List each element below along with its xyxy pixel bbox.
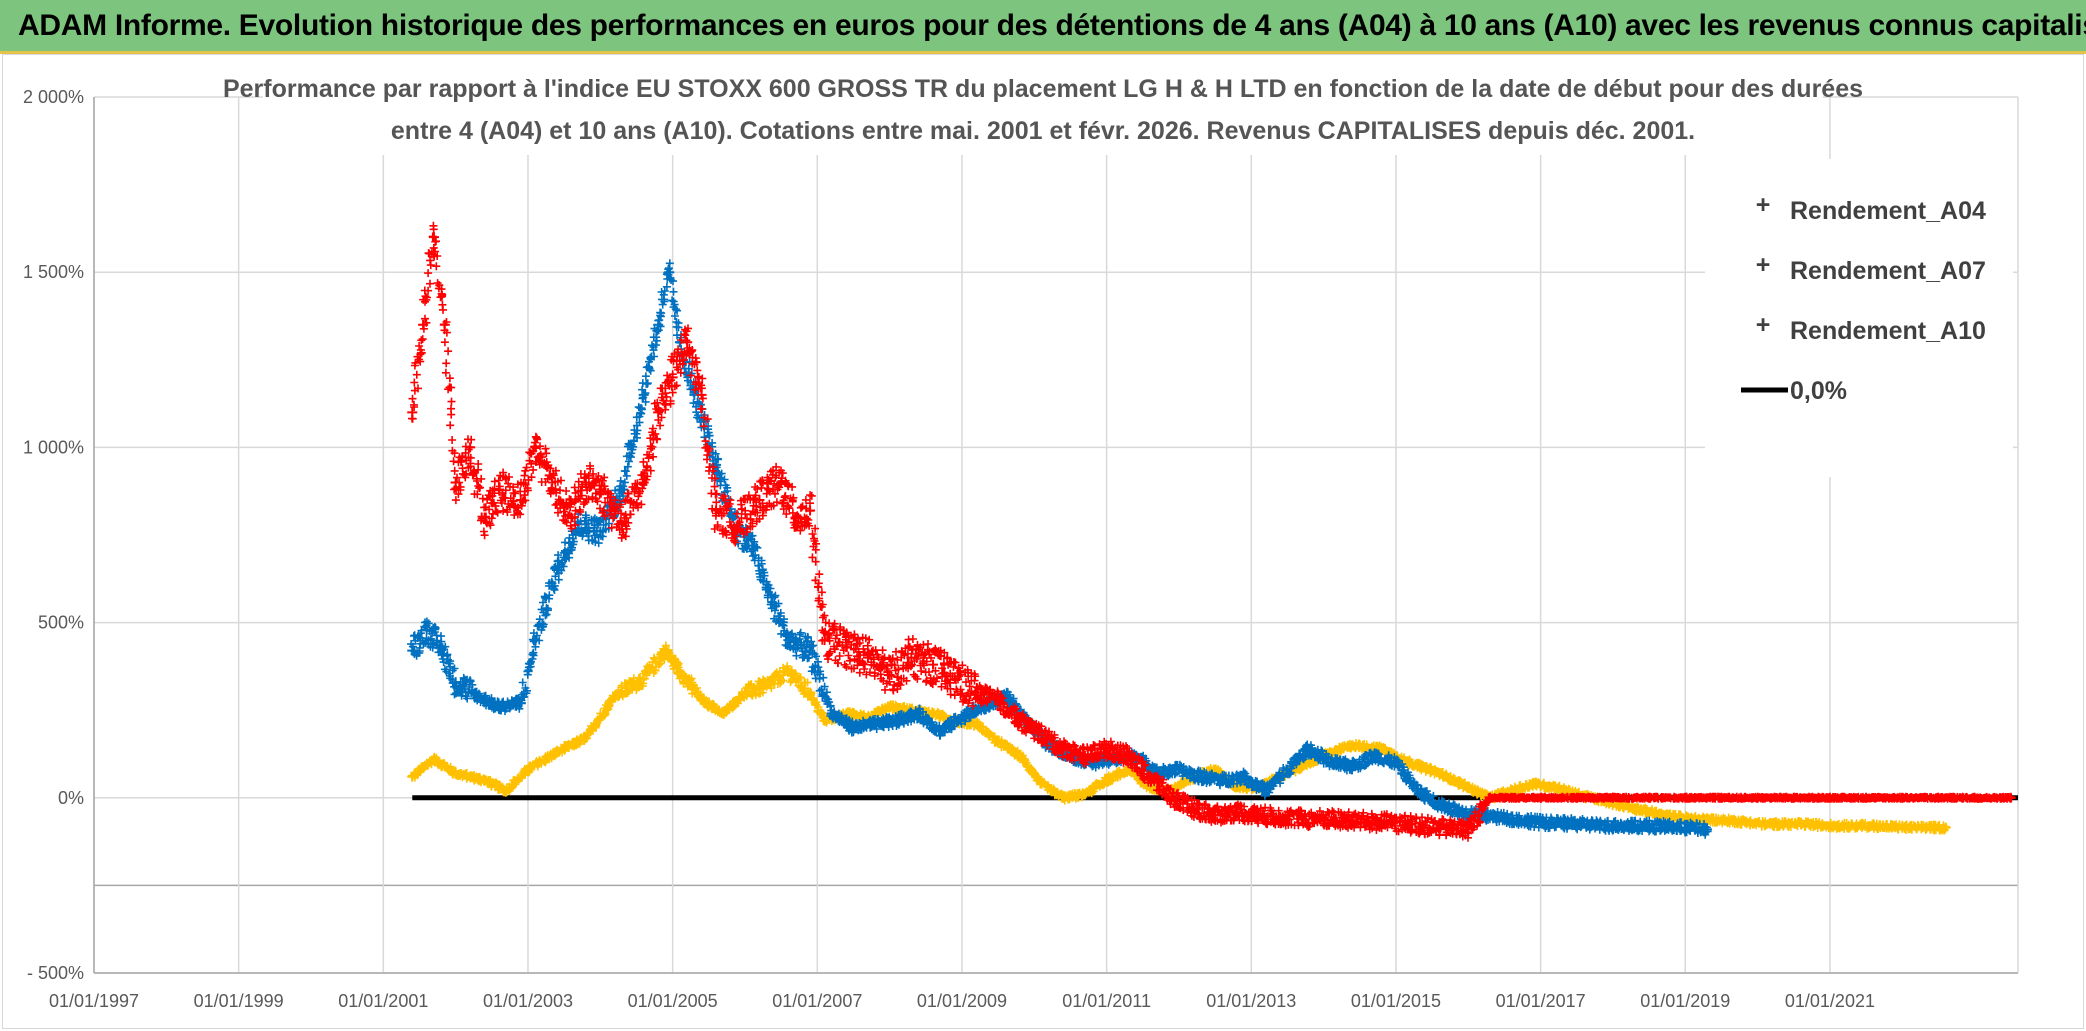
- legend-label-a10: Rendement_A10: [1790, 317, 1986, 345]
- performance-scatter-chart: 2 000% 1 500% 1 000% 500% 0% - 500% 01/01/1997…: [3, 55, 2083, 1028]
- x-tick-label: 01/01/2005: [628, 991, 718, 1011]
- y-tick-label: 1 000%: [23, 437, 84, 457]
- legend-label-zero: 0,0%: [1790, 377, 1847, 405]
- x-tick-label: 01/01/2003: [483, 991, 573, 1011]
- x-tick-label: 01/01/2017: [1496, 991, 1586, 1011]
- title-background: [263, 57, 1823, 155]
- chart-title-line-1: Performance par rapport à l'indice EU ST…: [223, 75, 1863, 103]
- x-tick-label: 01/01/2007: [772, 991, 862, 1011]
- legend-label-a07: Rendement_A07: [1790, 257, 1986, 285]
- legend-marker-a10: +: [1756, 311, 1771, 339]
- y-tick-label: - 500%: [27, 963, 84, 983]
- legend-marker-a04: +: [1756, 191, 1771, 219]
- chart-title: Performance par rapport à l'indice EU ST…: [223, 57, 1863, 155]
- x-tick-label: 01/01/2019: [1640, 991, 1730, 1011]
- x-tick-label: 01/01/2001: [338, 991, 428, 1011]
- x-tick-label: 01/01/2015: [1351, 991, 1441, 1011]
- data-point-a10: [682, 337, 693, 348]
- x-tick-label: 01/01/2011: [1062, 991, 1151, 1011]
- chart-legend: + Rendement_A04 + Rendement_A07 + Rendem…: [1705, 159, 2013, 477]
- report-banner-title: ADAM Informe. Evolution historique des p…: [0, 0, 2086, 54]
- series-a10: [407, 221, 2016, 842]
- y-tick-label: 2 000%: [23, 87, 84, 107]
- axes: 2 000% 1 500% 1 000% 500% 0% - 500% 01/01/1997…: [23, 87, 2018, 1011]
- legend-background: [1705, 159, 2013, 477]
- x-tick-label: 01/01/2009: [917, 991, 1007, 1011]
- y-tick-label: 500%: [38, 613, 84, 633]
- chart-title-line-2: entre 4 (A04) et 10 ans (A10). Cotations…: [391, 117, 1695, 145]
- x-tick-label: 01/01/1997: [49, 991, 139, 1011]
- data-point-a10: [928, 659, 939, 670]
- data-series: [407, 221, 2018, 842]
- x-tick-label: 01/01/2013: [1206, 991, 1296, 1011]
- y-tick-label: 1 500%: [23, 262, 84, 282]
- x-tick-label: 01/01/2021: [1785, 991, 1875, 1011]
- legend-label-a04: Rendement_A04: [1790, 197, 1986, 225]
- legend-marker-a07: +: [1756, 251, 1771, 279]
- series-cloud-a10: [408, 221, 2016, 842]
- y-tick-label: 0%: [58, 788, 84, 808]
- x-tick-label: 01/01/1999: [194, 991, 284, 1011]
- chart-frame: 2 000% 1 500% 1 000% 500% 0% - 500% 01/01/1997…: [2, 54, 2084, 1029]
